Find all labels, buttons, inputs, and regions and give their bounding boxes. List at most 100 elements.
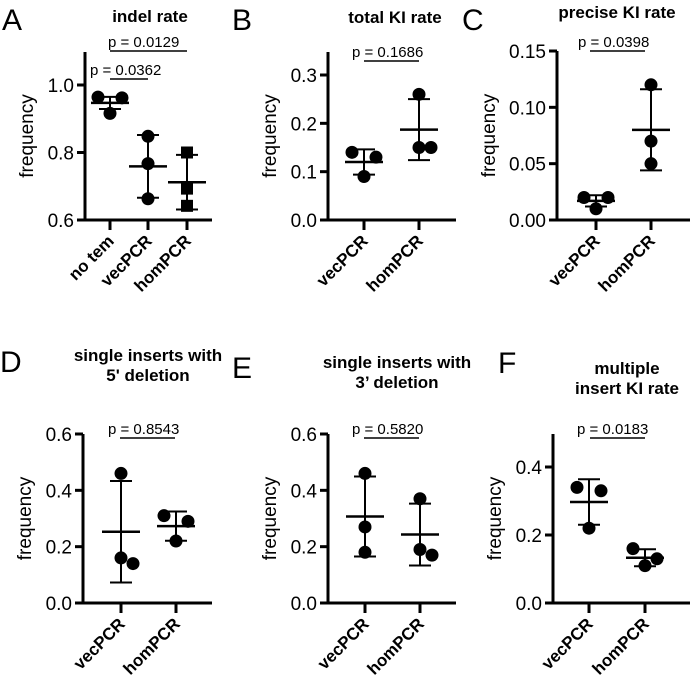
data-point [412,141,426,154]
data-point [345,145,359,159]
y-tick-label: 0.4 [46,481,73,502]
p-value-label: p = 0.5820 [352,421,423,438]
data-point [644,157,658,171]
p-value-label: p = 0.0362 [90,62,161,79]
panel-title: 3’ deletion [355,373,438,392]
x-tick-label: homPCR [595,231,659,295]
data-point [114,551,128,565]
y-tick-label: 0.2 [291,538,317,559]
panel-title: total KI rate [348,8,442,27]
data-point [91,90,105,104]
panel-title: insert KI rate [575,379,679,398]
data-point [358,520,372,534]
panel-title: 5' deletion [106,366,189,385]
p-value-label: p = 0.0398 [578,34,649,51]
data-point [594,484,608,498]
data-point [577,190,591,204]
data-point [181,199,193,212]
data-point [626,542,640,556]
y-tick-label: 0.10 [509,98,546,119]
data-point [114,466,128,480]
y-tick-label: 0.2 [46,538,72,559]
data-point [169,534,183,548]
y-tick-label: 0.15 [509,42,546,63]
data-point [181,182,193,195]
panel-letter: F [498,347,516,380]
y-tick-label: 0.6 [46,425,72,446]
x-tick-label: homPCR [364,614,428,678]
data-point [644,134,658,148]
data-point [582,521,596,535]
data-point [141,129,155,143]
data-point [157,509,171,523]
y-tick-label: 0.0 [516,594,542,615]
panel-title: single inserts with [323,353,471,372]
y-tick-label: 0.8 [48,144,74,165]
data-point [601,190,615,204]
x-tick-label: homPCR [363,231,427,295]
data-point [181,514,195,528]
data-point [570,480,584,494]
data-point [589,202,603,216]
y-tick-label: 0.0 [291,211,317,232]
data-point [141,192,155,206]
data-point [644,78,658,92]
y-tick-label: 0.4 [516,458,543,479]
y-axis-label: frequency [260,476,281,560]
data-point [413,492,427,506]
panel-letter: E [232,352,252,385]
y-axis-label: frequency [17,94,38,178]
panel-title: multiple [594,359,659,378]
y-tick-label: 0.2 [291,114,317,135]
data-point [126,557,140,571]
data-point [650,552,664,566]
y-tick-label: 0.1 [291,163,317,184]
p-value-label: p = 0.0129 [108,34,179,51]
data-point [413,542,427,556]
data-point [357,170,371,183]
x-tick-label: homPCR [589,614,653,678]
y-axis-label: frequency [15,476,36,560]
data-point [638,559,652,573]
y-tick-label: 0.6 [48,211,74,232]
y-tick-label: 0.0 [291,594,317,615]
data-point [181,146,193,159]
data-point [369,150,383,164]
data-point [115,91,129,105]
y-axis-label: frequency [260,94,281,178]
y-axis-label: frequency [479,93,500,177]
panel-title: precise KI rate [558,3,675,22]
y-tick-label: 0.00 [509,211,546,232]
panel-letter: A [2,4,22,37]
panel-letter: B [232,4,252,37]
data-point [412,87,426,101]
y-tick-label: 1.0 [48,76,74,97]
panel-title: indel rate [112,7,188,26]
data-point [425,548,439,562]
data-point [424,141,438,154]
data-point [141,157,155,171]
y-tick-label: 0.4 [291,481,318,502]
panel-letter: D [0,346,22,379]
p-value-label: p = 0.1686 [352,44,423,61]
panel-letter: C [462,4,484,37]
data-point [358,466,372,480]
p-value-label: p = 0.8543 [108,421,179,438]
y-tick-label: 0.3 [291,66,317,87]
y-tick-label: 0.6 [291,425,317,446]
p-value-label: p = 0.0183 [577,421,648,438]
data-point [103,106,117,120]
panel-title: single inserts with [74,346,222,365]
data-point [358,545,372,559]
y-tick-label: 0.05 [509,155,546,176]
y-axis-label: frequency [485,476,506,560]
y-tick-label: 0.2 [516,526,542,547]
y-tick-label: 0.0 [46,594,72,615]
